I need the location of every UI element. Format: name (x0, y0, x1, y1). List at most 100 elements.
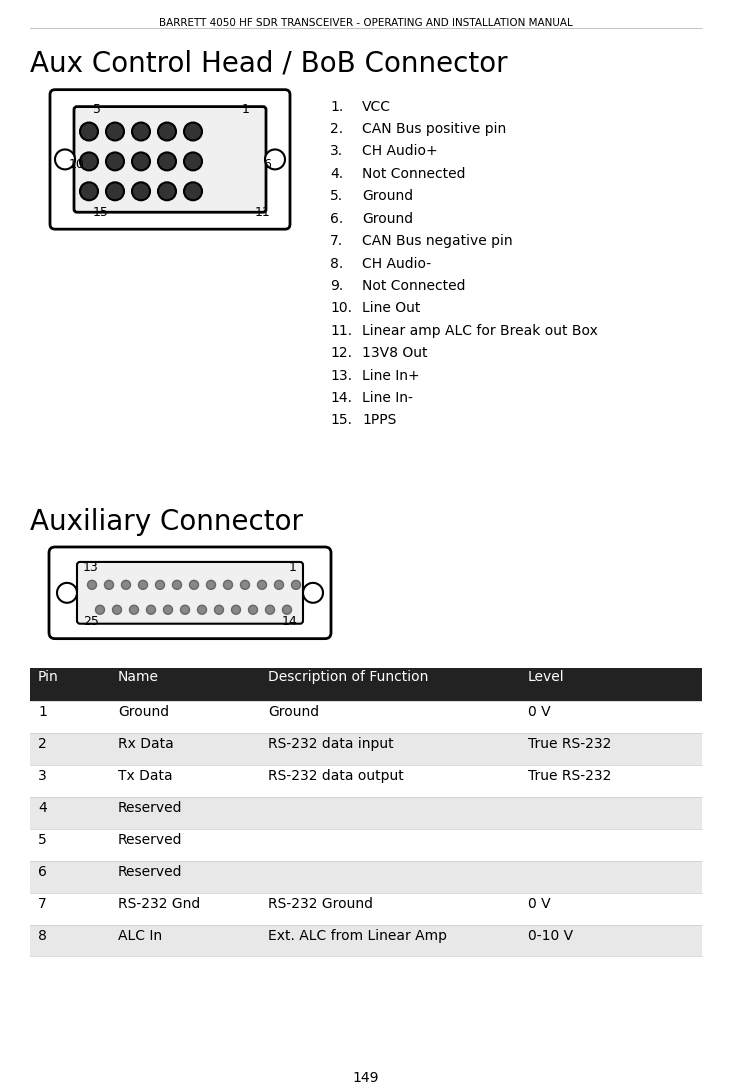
Text: ALC In: ALC In (118, 928, 162, 942)
Circle shape (80, 152, 98, 171)
FancyBboxPatch shape (30, 702, 702, 733)
Circle shape (184, 123, 202, 140)
Circle shape (214, 605, 223, 615)
Circle shape (303, 583, 323, 603)
Circle shape (223, 580, 233, 590)
Circle shape (88, 580, 97, 590)
Text: Tx Data: Tx Data (118, 769, 173, 783)
Circle shape (106, 183, 124, 200)
FancyBboxPatch shape (30, 798, 702, 829)
Text: 14: 14 (281, 615, 297, 628)
FancyBboxPatch shape (30, 668, 702, 702)
Circle shape (198, 605, 206, 615)
Text: 0 V: 0 V (528, 705, 550, 719)
Circle shape (55, 149, 75, 170)
Circle shape (155, 580, 165, 590)
Text: Ground: Ground (362, 212, 413, 225)
Text: 3.: 3. (330, 145, 343, 159)
FancyBboxPatch shape (30, 765, 702, 798)
Circle shape (163, 605, 173, 615)
Circle shape (206, 580, 215, 590)
Text: 0-10 V: 0-10 V (528, 928, 573, 942)
Text: 15: 15 (93, 207, 109, 219)
Circle shape (106, 152, 124, 171)
Text: 149: 149 (353, 1071, 379, 1085)
Text: 5: 5 (93, 102, 101, 115)
Circle shape (80, 123, 98, 140)
FancyBboxPatch shape (49, 547, 331, 639)
Text: 1: 1 (242, 102, 250, 115)
Circle shape (283, 605, 291, 615)
Text: Auxiliary Connector: Auxiliary Connector (30, 508, 303, 536)
Circle shape (158, 152, 176, 171)
Text: 11.: 11. (330, 324, 352, 337)
Text: 12.: 12. (330, 346, 352, 360)
Text: 7.: 7. (330, 234, 343, 248)
Circle shape (95, 605, 105, 615)
Text: 6: 6 (38, 865, 47, 879)
Circle shape (258, 580, 266, 590)
Text: 2: 2 (38, 738, 47, 752)
Circle shape (113, 605, 122, 615)
Text: True RS-232: True RS-232 (528, 738, 611, 752)
Text: 6.: 6. (330, 212, 343, 225)
Text: 25: 25 (83, 615, 99, 628)
Text: CH Audio-: CH Audio- (362, 257, 431, 271)
Circle shape (158, 123, 176, 140)
Text: 1: 1 (289, 561, 297, 574)
Text: Ground: Ground (268, 705, 319, 719)
Text: Aux Control Head / BoB Connector: Aux Control Head / BoB Connector (30, 50, 507, 78)
Circle shape (130, 605, 138, 615)
Text: Reserved: Reserved (118, 865, 182, 879)
Text: 14.: 14. (330, 391, 352, 405)
Text: 4: 4 (38, 801, 47, 815)
Circle shape (146, 605, 155, 615)
Text: 1PPS: 1PPS (362, 413, 396, 428)
Text: 5: 5 (38, 833, 47, 846)
Text: RS-232 data output: RS-232 data output (268, 769, 404, 783)
Text: 13: 13 (83, 561, 99, 574)
Text: Level: Level (528, 669, 564, 683)
Text: CAN Bus negative pin: CAN Bus negative pin (362, 234, 512, 248)
Circle shape (184, 152, 202, 171)
Circle shape (231, 605, 241, 615)
Text: Linear amp ALC for Break out Box: Linear amp ALC for Break out Box (362, 324, 598, 337)
FancyBboxPatch shape (50, 89, 290, 230)
Circle shape (184, 183, 202, 200)
Text: CH Audio+: CH Audio+ (362, 145, 438, 159)
Text: CAN Bus positive pin: CAN Bus positive pin (362, 122, 507, 136)
Circle shape (248, 605, 258, 615)
Circle shape (158, 183, 176, 200)
Text: Ground: Ground (118, 705, 169, 719)
Circle shape (173, 580, 182, 590)
Text: Rx Data: Rx Data (118, 738, 173, 752)
Text: 13V8 Out: 13V8 Out (362, 346, 427, 360)
FancyBboxPatch shape (77, 561, 303, 623)
Text: 2.: 2. (330, 122, 343, 136)
Text: 1: 1 (38, 705, 47, 719)
Circle shape (265, 149, 285, 170)
FancyBboxPatch shape (74, 107, 266, 212)
Text: 4.: 4. (330, 166, 343, 181)
Text: Line In+: Line In+ (362, 369, 419, 383)
Circle shape (57, 583, 77, 603)
Circle shape (132, 123, 150, 140)
Text: 10.: 10. (330, 301, 352, 316)
Text: True RS-232: True RS-232 (528, 769, 611, 783)
Text: Ground: Ground (362, 189, 413, 203)
Text: 0 V: 0 V (528, 897, 550, 911)
Text: Reserved: Reserved (118, 801, 182, 815)
FancyBboxPatch shape (30, 829, 702, 861)
Circle shape (241, 580, 250, 590)
Text: Description of Function: Description of Function (268, 669, 428, 683)
Circle shape (132, 183, 150, 200)
Text: Reserved: Reserved (118, 833, 182, 846)
Text: RS-232 data input: RS-232 data input (268, 738, 394, 752)
Text: BARRETT 4050 HF SDR TRANSCEIVER - OPERATING AND INSTALLATION MANUAL: BARRETT 4050 HF SDR TRANSCEIVER - OPERAT… (159, 17, 573, 28)
FancyBboxPatch shape (30, 925, 702, 956)
Text: 10: 10 (69, 158, 85, 171)
Text: Line In-: Line In- (362, 391, 413, 405)
Text: 13.: 13. (330, 369, 352, 383)
Text: 1.: 1. (330, 100, 343, 113)
FancyBboxPatch shape (30, 861, 702, 893)
